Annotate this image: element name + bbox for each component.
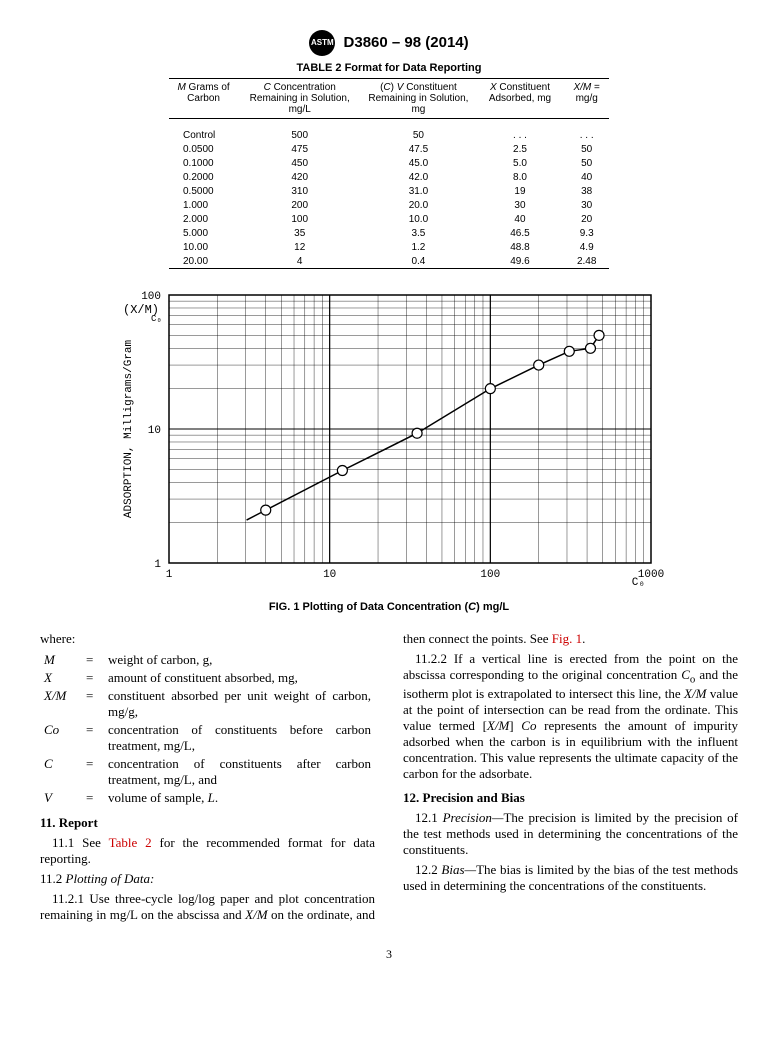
table-row: 2.00010010.04020 [169, 212, 609, 226]
section-12-head: 12. Precision and Bias [403, 790, 738, 806]
para-11-2-head: 11.2 Plotting of Data: [40, 871, 375, 887]
table-row: 0.100045045.05.050 [169, 156, 609, 170]
table-row: 5.000353.546.59.3 [169, 226, 609, 240]
body-text: where: M=weight of carbon, g,X=amount of… [40, 631, 738, 923]
isotherm-chart: 1101001000110100ADSORPTION, Milligrams/G… [40, 283, 738, 597]
astm-logo-icon: ASTM [309, 30, 335, 56]
table-caption: TABLE 2 Format for Data Reporting [40, 62, 738, 74]
page-number: 3 [40, 947, 738, 962]
table-header: X Constituent Adsorbed, mg [476, 79, 565, 119]
table-row: 1.00020020.03030 [169, 198, 609, 212]
table-row: 0.050047547.52.550 [169, 142, 609, 156]
svg-text:C₀: C₀ [632, 577, 645, 589]
where-definitions: M=weight of carbon, g,X=amount of consti… [40, 651, 375, 807]
table-row: 10.00121.248.84.9 [169, 240, 609, 254]
para-12-1: 12.1 Precision—The precision is limited … [403, 810, 738, 858]
figure-caption: FIG. 1 Plotting of Data Concentration (C… [40, 601, 738, 613]
where-intro: where: [40, 631, 375, 647]
table-row: 20.0040.449.62.48 [169, 254, 609, 269]
table-row: 0.500031031.01938 [169, 184, 609, 198]
para-11-1: 11.1 See Table 2 for the recommended for… [40, 835, 375, 867]
svg-text:1: 1 [166, 569, 173, 581]
table-header: (C) V Constituent Remaining in Solution,… [361, 79, 475, 119]
para-12-2: 12.2 Bias—The bias is limited by the bia… [403, 862, 738, 894]
svg-text:100: 100 [480, 569, 500, 581]
page-header: ASTM D3860 – 98 (2014) [40, 30, 738, 56]
svg-text:1: 1 [154, 559, 161, 571]
standard-number: D3860 – 98 (2014) [344, 34, 469, 51]
para-11-2-2: 11.2.2 If a vertical line is erected fro… [403, 651, 738, 782]
svg-text:10: 10 [323, 569, 336, 581]
svg-text:C₀: C₀ [151, 314, 162, 324]
table-header: C Concentration Remaining in Solution, m… [238, 79, 361, 119]
svg-text:ADSORPTION, Milligrams/Gram: ADSORPTION, Milligrams/Gram [123, 339, 135, 518]
svg-text:10: 10 [148, 425, 161, 437]
table-header: X/M = mg/g [564, 79, 609, 119]
table-row: Control50050. . .. . . [169, 128, 609, 142]
table-header: M Grams of Carbon [169, 79, 238, 119]
data-table: M Grams of CarbonC Concentration Remaini… [169, 78, 609, 269]
svg-text:100: 100 [141, 291, 161, 303]
table-row: 0.200042042.08.040 [169, 170, 609, 184]
section-11-head: 11. Report [40, 815, 375, 831]
